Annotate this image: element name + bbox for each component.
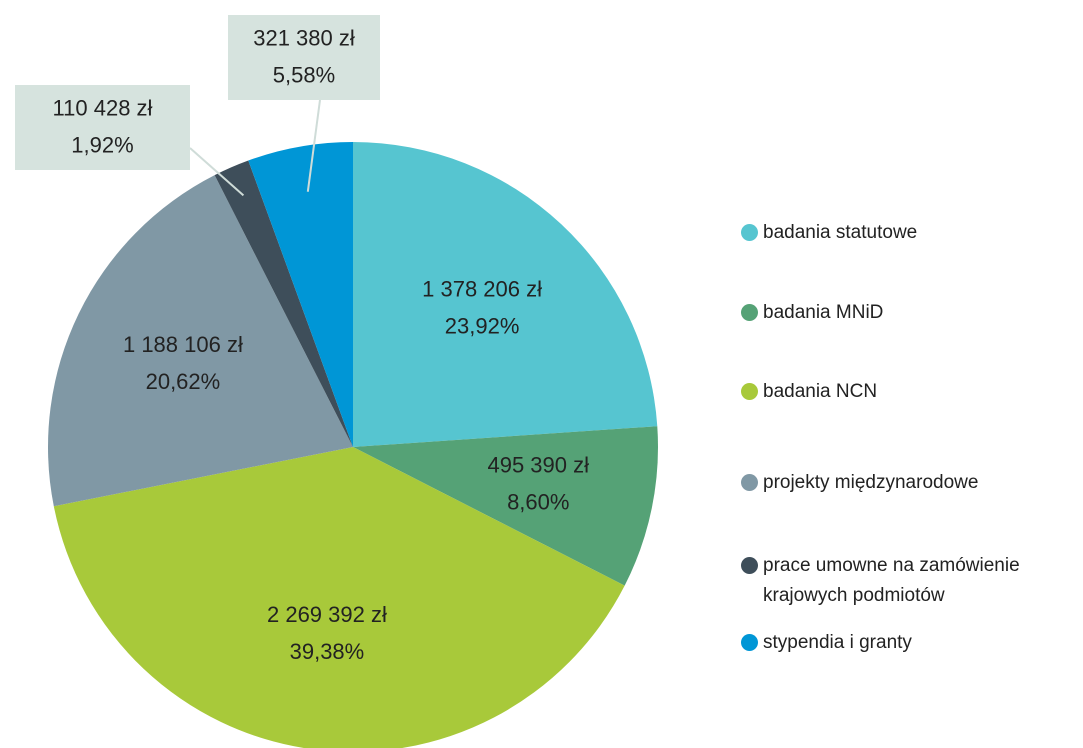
legend-item: projekty międzynarodowe — [741, 468, 1071, 498]
legend-label: stypendia i granty — [763, 632, 912, 653]
value-label: 2 269 392 zł — [267, 602, 387, 627]
legend-label: prace umowne na zamówienie krajowych pod… — [763, 555, 1020, 606]
value-label: 1 378 206 zł — [422, 277, 542, 302]
legend-marker — [741, 304, 758, 321]
value-label: 1 188 106 zł — [123, 332, 243, 357]
legend-item: badania statutowe — [741, 218, 1071, 248]
value-label: 110 428 zł — [53, 95, 153, 120]
percent-label: 39,38% — [290, 639, 365, 664]
legend-item: prace umowne na zamówienie krajowych pod… — [741, 551, 1071, 611]
pie-slice — [248, 142, 353, 447]
percent-label: 8,60% — [507, 490, 569, 515]
legend-label: badania MNiD — [763, 302, 884, 323]
legend-label: projekty międzynarodowe — [763, 472, 979, 493]
legend-marker — [741, 383, 758, 400]
callout-box — [228, 15, 380, 100]
legend-label: badania statutowe — [763, 222, 918, 243]
legend-marker — [741, 634, 758, 651]
legend-label: badania NCN — [763, 381, 878, 402]
callout-box — [15, 85, 190, 170]
leader-line — [189, 147, 245, 197]
legend-item: badania MNiD — [741, 298, 1071, 328]
pie-slice — [47, 175, 353, 507]
pie-slice — [214, 160, 353, 447]
percent-label: 20,62% — [146, 369, 221, 394]
value-label: 495 390 zł — [487, 453, 589, 478]
pie-slice — [53, 447, 625, 748]
pie-slice — [353, 426, 658, 586]
percent-label: 23,92% — [445, 314, 520, 339]
legend-marker — [741, 557, 758, 574]
value-label: 321 380 zł — [253, 25, 355, 50]
legend-item: stypendia i granty — [741, 628, 1071, 658]
legend-item: badania NCN — [741, 377, 1071, 407]
percent-label: 5,58% — [273, 62, 335, 87]
leader-line — [306, 99, 321, 192]
legend-marker — [741, 224, 758, 241]
percent-label: 1,92% — [71, 132, 133, 157]
pie-slice — [353, 142, 658, 447]
legend-marker — [741, 474, 758, 491]
